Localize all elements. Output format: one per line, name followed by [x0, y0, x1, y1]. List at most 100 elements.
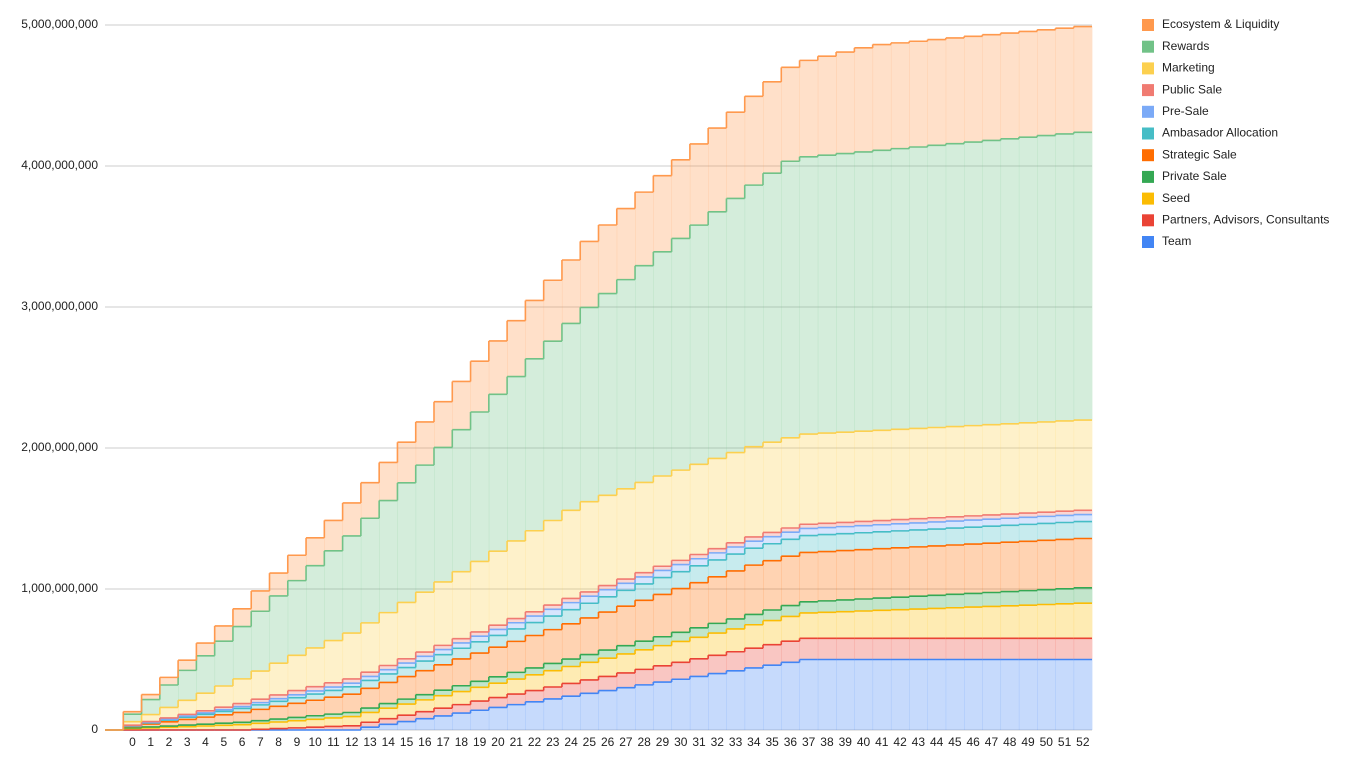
area-segment: [269, 694, 289, 699]
area-segment: [287, 703, 307, 718]
area-segment: [927, 39, 947, 146]
x-tick-label: 46: [967, 735, 981, 749]
area-segment: [434, 715, 453, 730]
area-segment: [890, 429, 910, 520]
area-segment: [598, 650, 618, 659]
area-segment: [397, 699, 417, 705]
area-segment: [415, 718, 435, 730]
area-segment: [525, 300, 545, 359]
x-tick-label: 27: [619, 735, 633, 749]
area-segment: [360, 712, 380, 723]
area-segment: [708, 458, 727, 549]
area-segment: [1018, 422, 1038, 514]
area-segment: [561, 683, 581, 697]
area-segment: [488, 647, 508, 677]
area-segment: [543, 280, 563, 342]
area-segment: [159, 707, 179, 718]
area-segment: [1037, 29, 1056, 136]
area-segment: [635, 669, 654, 685]
area-segment: [251, 709, 270, 721]
area-segment: [452, 381, 471, 430]
area-segment: [1073, 538, 1093, 588]
area-segment: [251, 704, 270, 710]
area-segment: [909, 546, 928, 597]
area-segment: [1000, 659, 1020, 730]
area-segment: [123, 711, 142, 715]
area-segment: [507, 628, 526, 642]
legend-label: Ambasador Allocation: [1162, 126, 1278, 140]
area-segment: [251, 699, 270, 703]
area-segment: [616, 208, 636, 280]
area-segment: [397, 663, 417, 668]
area-segment: [890, 609, 910, 639]
area-segment: [525, 358, 545, 531]
area-segment: [470, 631, 490, 637]
x-tick-label: 25: [583, 735, 597, 749]
area-segment: [799, 638, 819, 660]
area-segment: [708, 623, 727, 634]
x-tick-label: 2: [166, 735, 173, 749]
area-segment: [251, 590, 270, 612]
area-segment: [653, 645, 673, 666]
area-segment: [616, 687, 636, 730]
area-segment: [269, 698, 289, 702]
area-segment: [982, 34, 1002, 141]
area-segment: [306, 565, 325, 648]
area-segment: [671, 588, 691, 633]
area-segment: [927, 638, 947, 660]
area-segment: [635, 482, 654, 573]
area-segment: [964, 36, 983, 143]
area-segment: [763, 543, 782, 561]
area-segment: [196, 643, 216, 656]
area-segment: [452, 571, 471, 639]
area-segment: [342, 694, 362, 713]
area-segment: [927, 427, 947, 518]
area-segment: [708, 211, 727, 459]
area-segment: [726, 628, 746, 652]
x-tick-label: 23: [546, 735, 560, 749]
area-segment: [561, 659, 581, 667]
area-segment: [1055, 515, 1075, 523]
area-segment: [854, 525, 874, 533]
area-segment: [470, 710, 490, 730]
area-segment: [689, 658, 709, 677]
area-segment: [781, 67, 800, 162]
area-segment: [854, 532, 874, 550]
legend-swatch: [1142, 170, 1154, 183]
area-segment: [689, 225, 709, 465]
area-segment: [689, 676, 709, 730]
area-segment: [1018, 638, 1038, 660]
area-segment: [689, 627, 709, 638]
area-segment: [726, 542, 746, 548]
area-segment: [397, 715, 417, 722]
area-segment: [635, 600, 654, 642]
area-segment: [488, 551, 508, 626]
area-segment: [1073, 132, 1093, 421]
area-segment: [836, 153, 855, 433]
area-segment: [525, 616, 545, 623]
area-segment: [671, 571, 691, 589]
area-segment: [799, 601, 819, 613]
area-segment: [799, 434, 819, 525]
area-segment: [872, 520, 892, 525]
area-segment: [744, 648, 764, 668]
area-segment: [799, 524, 819, 529]
area-segment: [306, 690, 325, 695]
area-segment: [817, 534, 837, 552]
area-segment: [507, 618, 526, 623]
area-segment: [415, 592, 435, 653]
legend-swatch: [1142, 214, 1154, 227]
area-segment: [1000, 638, 1020, 660]
legend-label: Partners, Advisors, Consultants: [1162, 212, 1329, 226]
area-segment: [598, 690, 618, 730]
area-segment: [1037, 638, 1056, 660]
x-tick-label: 39: [839, 735, 853, 749]
area-segment: [1037, 589, 1056, 605]
area-segment: [287, 697, 307, 704]
area-segment: [306, 537, 325, 566]
legend-label: Private Sale: [1162, 169, 1227, 183]
x-tick-label: 5: [220, 735, 227, 749]
area-segment: [470, 641, 490, 654]
area-segment: [964, 607, 983, 639]
